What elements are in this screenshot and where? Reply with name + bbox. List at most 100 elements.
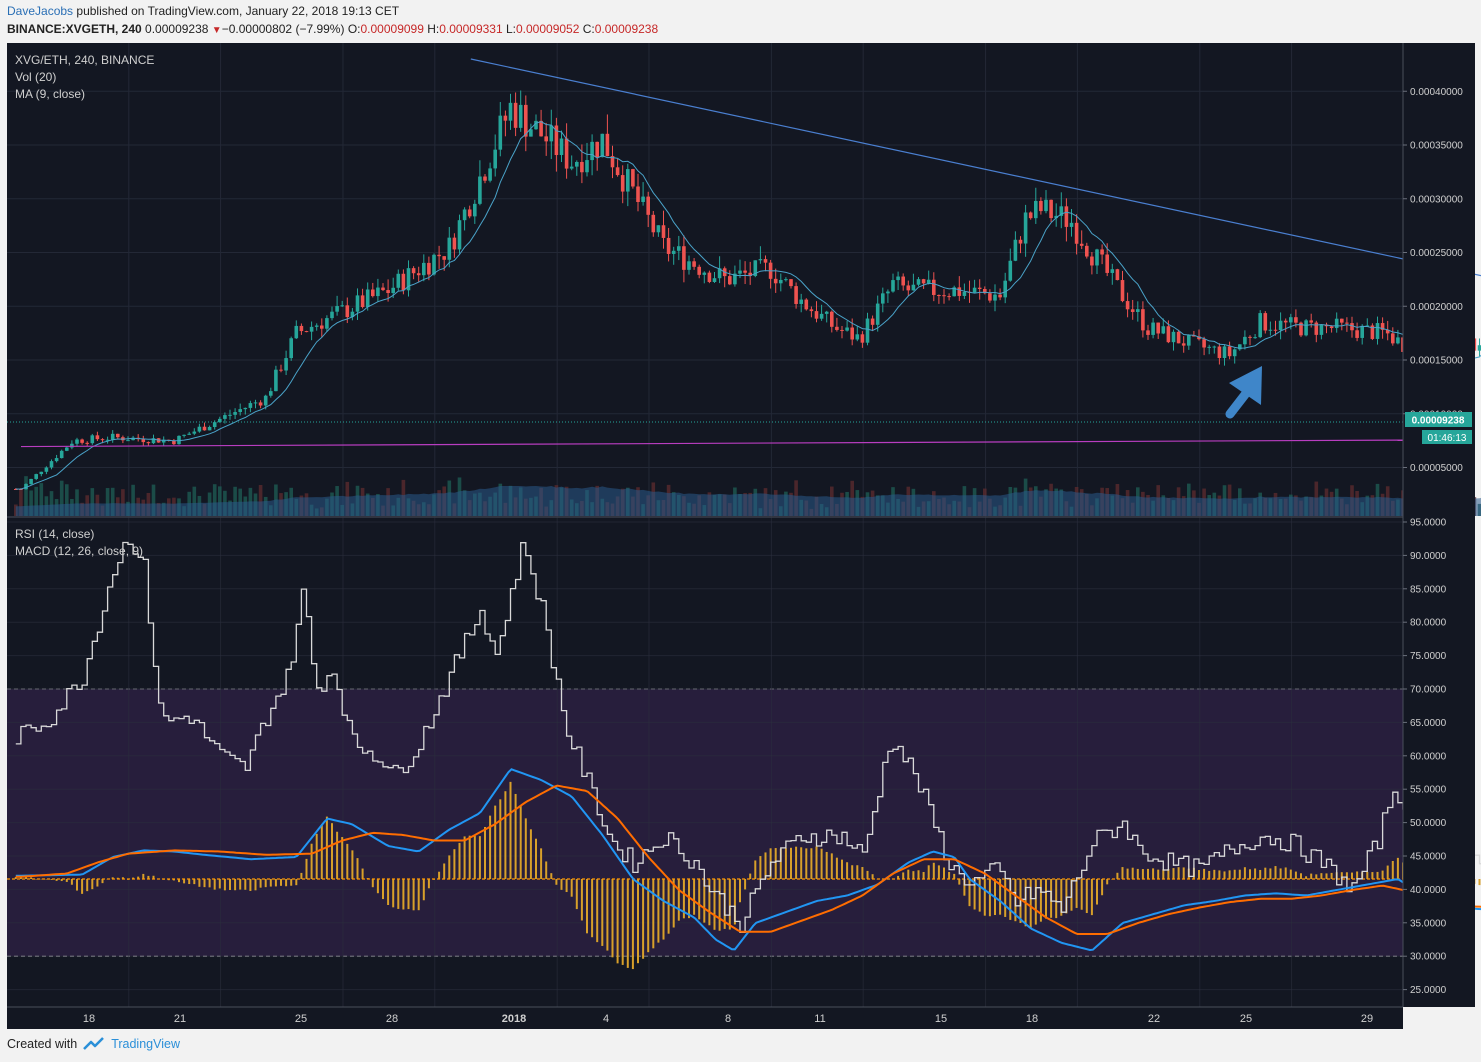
legend-symbol[interactable]: XVG/ETH, 240, BINANCE (15, 53, 154, 67)
legend-ma[interactable]: MA (9, close) (15, 87, 85, 101)
candle-body (442, 256, 446, 260)
volume-bar (192, 486, 197, 516)
candle-body (54, 458, 59, 462)
macd-histogram-bar (764, 852, 767, 879)
macd-histogram-bar (800, 847, 803, 879)
candle-body (411, 268, 416, 274)
candle-body (595, 141, 599, 158)
time-tick-label: 15 (935, 1013, 947, 1025)
rsi-tick-label: 30.0000 (1410, 952, 1447, 963)
candle-body (1125, 301, 1130, 310)
macd-histogram-bar (285, 879, 288, 887)
candle-body (937, 294, 941, 296)
candle-body (1375, 323, 1380, 339)
time-tick-label: 21 (174, 1013, 186, 1025)
macd-histogram-bar (315, 833, 318, 879)
macd-histogram-bar (1090, 879, 1093, 916)
countdown-badge (1422, 430, 1472, 444)
author-link[interactable]: DaveJacobs (7, 4, 74, 18)
candle-body (1176, 331, 1181, 344)
candle-body (376, 287, 380, 297)
candle-body (1396, 337, 1400, 344)
macd-histogram-bar (499, 799, 502, 879)
macd-histogram-bar (407, 879, 410, 910)
macd-histogram-bar (310, 843, 313, 879)
macd-histogram-bar (1218, 870, 1221, 879)
signal-line (15, 784, 1481, 935)
macd-histogram-bar (514, 793, 517, 879)
rsi-tick-label: 35.0000 (1410, 918, 1447, 929)
candle-body (738, 270, 742, 274)
tradingview-brand[interactable]: TradingView (111, 1037, 180, 1051)
macd-histogram-bar (1330, 872, 1333, 879)
candle-body (29, 478, 33, 485)
candle-body (651, 214, 656, 233)
candle-body (574, 161, 579, 167)
volume-bar (13, 504, 18, 516)
volume-bar (29, 490, 33, 516)
macd-histogram-bar (652, 879, 655, 949)
rsi-tick-label: 25.0000 (1410, 985, 1447, 996)
candle-body (24, 484, 28, 490)
candle-body (784, 279, 788, 281)
candle-body (702, 272, 707, 275)
macd-histogram-bar (534, 838, 537, 879)
macd-histogram-bar (682, 879, 685, 919)
macd-histogram-bar (922, 871, 925, 879)
macd-histogram-bar (1055, 879, 1058, 919)
candle-body (304, 331, 309, 333)
macd-histogram-bar (387, 879, 390, 906)
macd-histogram-bar (1356, 871, 1359, 879)
candle-body (325, 318, 329, 329)
candle-body (427, 262, 431, 275)
volume-bar (49, 491, 54, 516)
macd-histogram-bar (1106, 879, 1109, 885)
candle-body (840, 329, 844, 331)
candle-body (733, 273, 737, 285)
price-scale[interactable] (1403, 43, 1475, 1007)
time-scale[interactable] (7, 1007, 1403, 1029)
macd-histogram-bar (330, 823, 333, 879)
candle-body (1135, 309, 1140, 312)
macd-histogram-bar (631, 879, 634, 970)
candle-body (59, 450, 64, 459)
macd-histogram-bar (1264, 867, 1267, 879)
macd-histogram-bar (1238, 869, 1241, 879)
candle-body (1115, 269, 1120, 281)
support-line[interactable] (20, 439, 1404, 448)
candle-body (192, 431, 197, 434)
candle-body (360, 295, 365, 308)
macd-histogram-bar (830, 853, 833, 879)
macd-histogram-bar (341, 837, 344, 879)
macd-histogram-bar (1208, 870, 1211, 879)
candle-body (921, 279, 926, 284)
candle-body (258, 402, 263, 406)
macd-histogram-bar (483, 826, 486, 879)
time-tick-label: 4 (603, 1013, 609, 1025)
macd-histogram-bar (805, 848, 808, 879)
macd-histogram-bar (647, 879, 650, 953)
candle-body (1237, 344, 1242, 350)
macd-histogram-bar (601, 879, 604, 946)
legend-macd[interactable]: MACD (12, 26, close, 9) (15, 544, 143, 558)
macd-histogram-bar (1213, 869, 1216, 879)
macd-histogram-bar (636, 879, 639, 964)
candle-body (432, 254, 436, 275)
macd-histogram-bar (1177, 867, 1180, 879)
macd-histogram-bar (591, 879, 594, 938)
trendline[interactable] (470, 58, 1481, 451)
rsi-tick-label: 55.0000 (1410, 785, 1447, 796)
rsi-tick-label: 80.0000 (1410, 618, 1447, 629)
macd-histogram-bar (687, 879, 690, 919)
legend-rsi[interactable]: RSI (14, close) (15, 527, 94, 541)
candlesticks[interactable] (13, 90, 1481, 491)
macd-histogram-bar (1167, 868, 1170, 879)
legend-volume[interactable]: Vol (20) (15, 70, 56, 84)
macd-histogram-bar (907, 869, 910, 879)
candle-body (472, 203, 477, 217)
volume-bar (90, 488, 95, 516)
macd-histogram-bar (1279, 868, 1282, 879)
candle-body (263, 395, 268, 406)
candle-body (1079, 243, 1084, 246)
